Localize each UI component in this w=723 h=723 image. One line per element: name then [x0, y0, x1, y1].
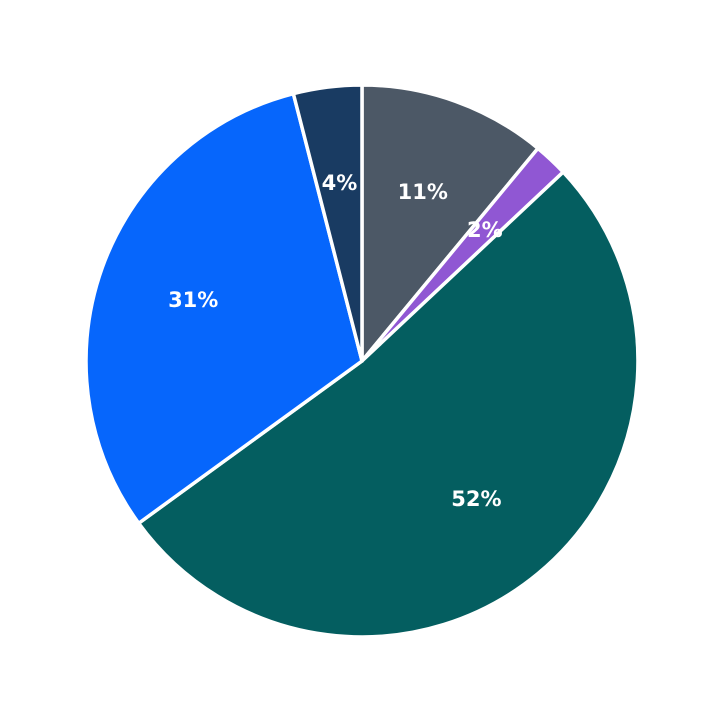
- pie-slice-52pct: [136, 170, 640, 639]
- pie-slice-label-31pct: 31%: [168, 288, 218, 312]
- pie-slice-label-52pct: 52%: [451, 487, 501, 511]
- pie-slice-label-4pct: 4%: [322, 171, 358, 195]
- pie-slice-label-2pct: 2%: [467, 218, 503, 242]
- pie-slice-4pct: [291, 83, 364, 363]
- pie-slice-11pct: [360, 83, 540, 363]
- pie-slice-31pct: [84, 91, 364, 525]
- pie-slice-label-11pct: 11%: [398, 180, 448, 204]
